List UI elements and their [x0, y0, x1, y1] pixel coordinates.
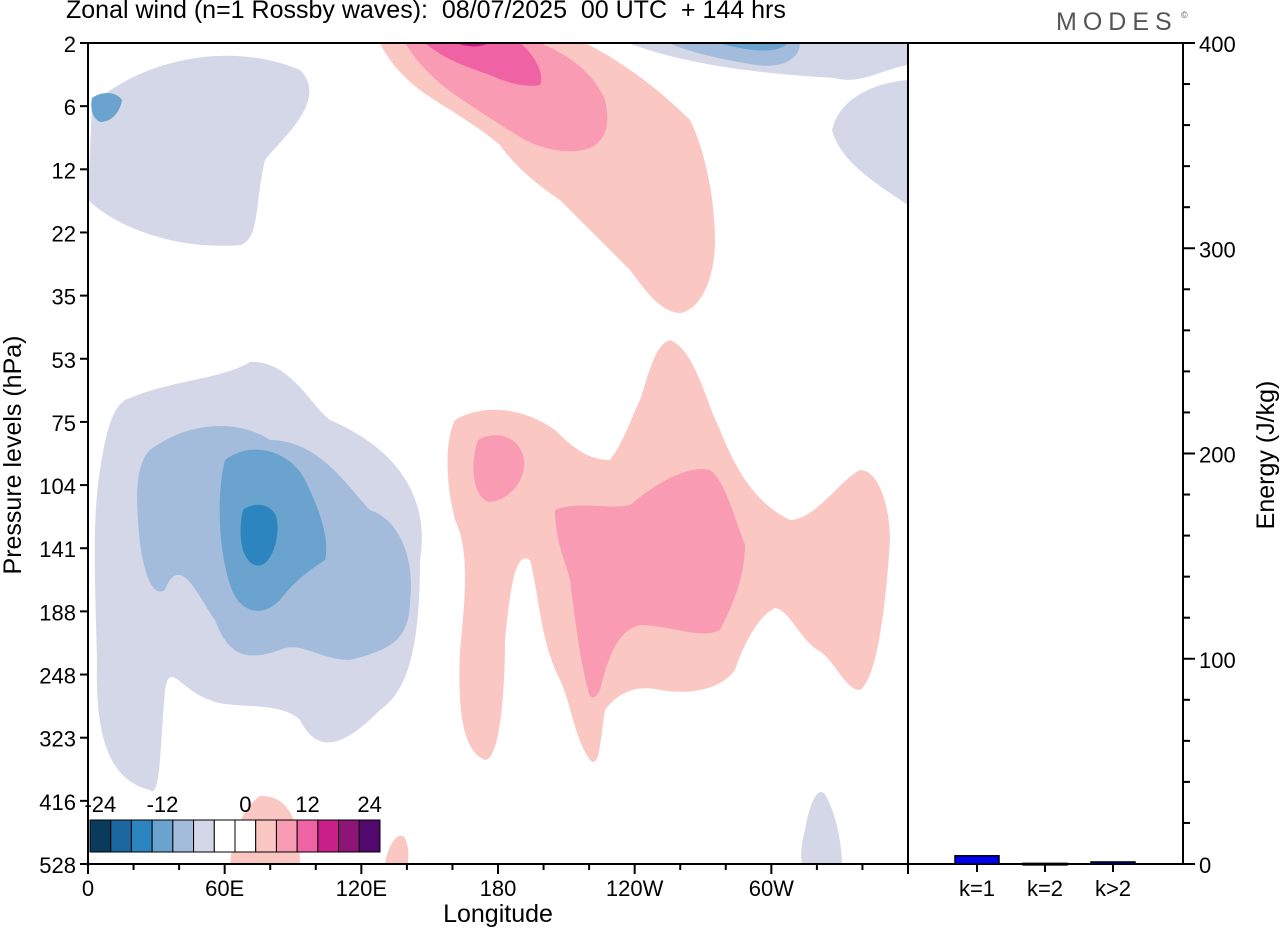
pressure-tick-label: 141 [39, 537, 76, 562]
brand-copyright-mark: © [1181, 10, 1188, 20]
colorbar-swatch [193, 819, 215, 853]
colorbar-swatch [296, 819, 319, 853]
colorbar-swatch [89, 819, 112, 853]
pressure-tick-label: 12 [52, 158, 76, 183]
longitude-tick-label: 120E [336, 876, 387, 901]
pressure-tick-label: 6 [64, 95, 76, 120]
bar-category-label: k=1 [959, 876, 995, 901]
longitude-tick-label: 60E [205, 876, 244, 901]
pressure-tick-label: 75 [52, 411, 76, 436]
colorbar-swatch [110, 819, 132, 853]
colorbar-swatch [255, 819, 277, 853]
colorbar-swatch [275, 819, 298, 853]
energy-axis-label: Energy (J/kg) [1252, 381, 1280, 530]
pressure-tick-label: 35 [52, 285, 76, 310]
colorbar-swatch [234, 819, 257, 853]
colorbar-label: 0 [239, 792, 251, 817]
colorbar-label: -12 [147, 792, 179, 817]
pressure-tick-label: 104 [39, 474, 76, 499]
longitude-tick-label: 60W [749, 876, 794, 901]
contour-pos-south-light-2 [385, 835, 409, 864]
brand-logo: MODES [1056, 8, 1178, 36]
bar-plot-frame [907, 42, 1184, 865]
pressure-tick-label: 2 [64, 32, 76, 57]
contour-pos-upper-light [380, 43, 715, 313]
contour-neg-west-light [88, 55, 310, 246]
energy-tick-label: 400 [1199, 32, 1236, 57]
contour-pos-large-mid [555, 469, 745, 698]
contour-field [88, 43, 908, 864]
contour-neg-northeast-core [720, 43, 788, 51]
colorbar-swatch [130, 819, 153, 853]
colorbar-swatch [358, 819, 381, 853]
contour-pos-upper-mid [405, 43, 608, 152]
longitude-tick-label: 0 [82, 876, 94, 901]
pressure-tick-label: 22 [52, 221, 76, 246]
contour-pos-west-mid [473, 435, 525, 502]
colorbar-swatch [172, 819, 195, 853]
bar-category-label: k=2 [1027, 876, 1063, 901]
contour-neg-south-light [801, 791, 842, 864]
colorbar-swatch [338, 819, 360, 853]
pressure-tick-label: 528 [39, 853, 76, 878]
colorbar-label: -24 [84, 792, 116, 817]
contour-pos-upper-strong [425, 43, 542, 86]
longitude-axis: 0 60E 120E 180 120W 60W [82, 864, 909, 901]
energy-tick-label: 300 [1199, 237, 1236, 262]
energy-tick-label: 100 [1199, 648, 1236, 673]
y-axis-label: Pressure levels (hPa) [0, 336, 27, 575]
longitude-tick-label: 120W [606, 876, 664, 901]
colorbar-swatch [151, 819, 174, 853]
colorbar-label: 24 [357, 792, 381, 817]
pressure-axis: 2 6 12 22 35 53 75 104 141 188 248 323 416 528 [39, 32, 88, 878]
pressure-tick-label: 188 [39, 600, 76, 625]
pressure-tick-label: 53 [52, 348, 76, 373]
colorbar-swatch [317, 819, 340, 853]
colorbar-label: 12 [295, 792, 319, 817]
colorbar-swatch [213, 819, 236, 853]
energy-bar [1090, 861, 1136, 865]
contour-neg-northwest-core [91, 93, 122, 122]
chart-title: Zonal wind (n=1 Rossby waves): 08/07/202… [66, 0, 786, 24]
energy-bar [954, 855, 1000, 865]
pressure-tick-label: 416 [39, 790, 76, 815]
x-axis-label: Longitude [443, 900, 553, 928]
energy-tick-label: 200 [1199, 443, 1236, 468]
bar-category-label: k>2 [1095, 876, 1131, 901]
pressure-tick-label: 323 [39, 727, 76, 752]
energy-axis: 0 100 200 300 400 [1183, 32, 1236, 878]
energy-bars: k=1 k=2 k>2 [954, 855, 1136, 901]
longitude-tick-label: 180 [480, 876, 517, 901]
colorbar: -24 -12 0 12 24 [84, 792, 382, 853]
energy-tick-label: 0 [1199, 853, 1211, 878]
pressure-tick-label: 248 [39, 664, 76, 689]
contour-neg-east-edge [832, 80, 908, 205]
contour-neg-large-core [240, 504, 278, 566]
